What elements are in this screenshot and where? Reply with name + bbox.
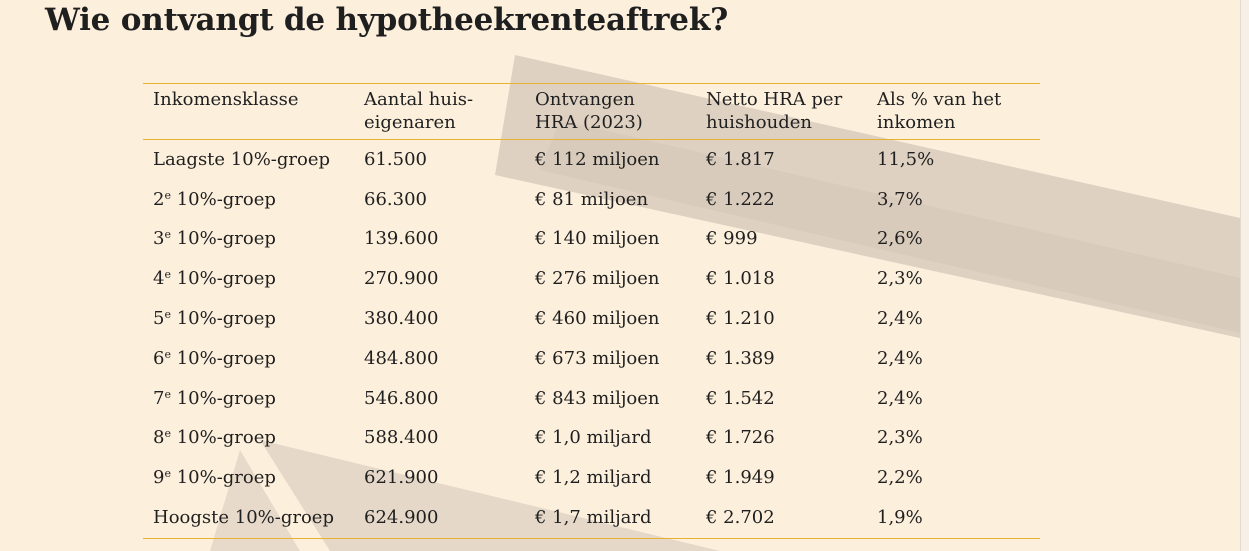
cell-net-hra: € 1.389	[706, 347, 775, 369]
cell-income-class: 2e 10%-groep	[153, 188, 276, 210]
cell-net-hra: € 1.222	[706, 188, 775, 210]
table-row: 5e 10%-groep 380.400 € 460 miljoen € 1.2…	[143, 299, 1040, 339]
cell-income-class: 7e 10%-groep	[153, 387, 276, 409]
cell-net-hra: € 1.018	[706, 268, 775, 290]
cell-net-hra: € 1.817	[706, 148, 775, 170]
cell-income-class: Hoogste 10%-groep	[153, 507, 334, 529]
table-row: 6e 10%-groep 484.800 € 673 miljoen € 1.3…	[143, 339, 1040, 379]
cell-owner-count: 546.800	[364, 387, 439, 409]
cell-owner-count: 588.400	[364, 427, 439, 449]
table-row: Hoogste 10%-groep 624.900 € 1,7 miljard …	[143, 498, 1040, 538]
cell-income-percent: 11,5%	[877, 148, 935, 170]
cell-income-percent: 2,4%	[877, 308, 923, 330]
cell-income-percent: 2,2%	[877, 467, 923, 489]
header-income-percent: Als % van het inkomen	[877, 89, 1002, 133]
cell-received-hra: € 843 miljoen	[535, 387, 660, 409]
cell-owner-count: 270.900	[364, 268, 439, 290]
cell-income-class: 3e 10%-groep	[153, 228, 276, 250]
cell-income-percent: 2,3%	[877, 268, 923, 290]
cell-income-percent: 2,6%	[877, 228, 923, 250]
cell-owner-count: 484.800	[364, 347, 439, 369]
cell-net-hra: € 1.210	[706, 308, 775, 330]
table-row: 7e 10%-groep 546.800 € 843 miljoen € 1.5…	[143, 379, 1040, 419]
cell-owner-count: 380.400	[364, 308, 439, 330]
cell-received-hra: € 140 miljoen	[535, 228, 660, 250]
cell-received-hra: € 81 miljoen	[535, 188, 649, 210]
cell-income-percent: 2,3%	[877, 427, 923, 449]
header-received-hra: Ontvangen HRA (2023)	[535, 89, 643, 133]
cell-received-hra: € 1,7 miljard	[535, 507, 652, 529]
table-row: 2e 10%-groep 66.300 € 81 miljoen € 1.222…	[143, 180, 1040, 220]
cell-net-hra: € 1.949	[706, 467, 775, 489]
cell-income-percent: 2,4%	[877, 347, 923, 369]
cell-owner-count: 61.500	[364, 148, 427, 170]
page-title: Wie ontvangt de hypotheekrenteaftrek?	[45, 2, 729, 38]
cell-income-class: 5e 10%-groep	[153, 308, 276, 330]
header-net-hra: Netto HRA per huishouden	[706, 89, 843, 133]
cell-net-hra: € 1.542	[706, 387, 775, 409]
table-header-row: Inkomensklasse Aantal huis-eigenaren Ont…	[143, 83, 1040, 140]
table-row: Laagste 10%-groep 61.500 € 112 miljoen €…	[143, 140, 1040, 180]
cell-received-hra: € 673 miljoen	[535, 347, 660, 369]
table-row: 9e 10%-groep 621.900 € 1,2 miljard € 1.9…	[143, 458, 1040, 498]
header-income-class: Inkomensklasse	[153, 89, 299, 110]
cell-income-class: 6e 10%-groep	[153, 347, 276, 369]
cell-received-hra: € 1,0 miljard	[535, 427, 652, 449]
cell-net-hra: € 2.702	[706, 507, 775, 529]
cell-owner-count: 66.300	[364, 188, 427, 210]
cell-income-class: 8e 10%-groep	[153, 427, 276, 449]
header-owner-count: Aantal huis-eigenaren	[364, 89, 474, 133]
table-row: 4e 10%-groep 270.900 € 276 miljoen € 1.0…	[143, 259, 1040, 299]
cell-owner-count: 621.900	[364, 467, 439, 489]
hra-table: Inkomensklasse Aantal huis-eigenaren Ont…	[143, 83, 1040, 539]
cell-owner-count: 139.600	[364, 228, 439, 250]
cell-net-hra: € 999	[706, 228, 758, 250]
cell-received-hra: € 276 miljoen	[535, 268, 660, 290]
table-row: 3e 10%-groep 139.600 € 140 miljoen € 999…	[143, 220, 1040, 260]
table-row: 8e 10%-groep 588.400 € 1,0 miljard € 1.7…	[143, 419, 1040, 459]
cell-income-class: Laagste 10%-groep	[153, 148, 331, 170]
cell-net-hra: € 1.726	[706, 427, 775, 449]
cell-income-percent: 1,9%	[877, 507, 923, 529]
cell-received-hra: € 112 miljoen	[535, 148, 660, 170]
cell-received-hra: € 1,2 miljard	[535, 467, 652, 489]
cell-income-class: 4e 10%-groep	[153, 268, 276, 290]
cell-income-percent: 2,4%	[877, 387, 923, 409]
cell-income-class: 9e 10%-groep	[153, 467, 276, 489]
cell-received-hra: € 460 miljoen	[535, 308, 660, 330]
cell-owner-count: 624.900	[364, 507, 439, 529]
scrollbar-strip	[1240, 0, 1249, 551]
cell-income-percent: 3,7%	[877, 188, 923, 210]
